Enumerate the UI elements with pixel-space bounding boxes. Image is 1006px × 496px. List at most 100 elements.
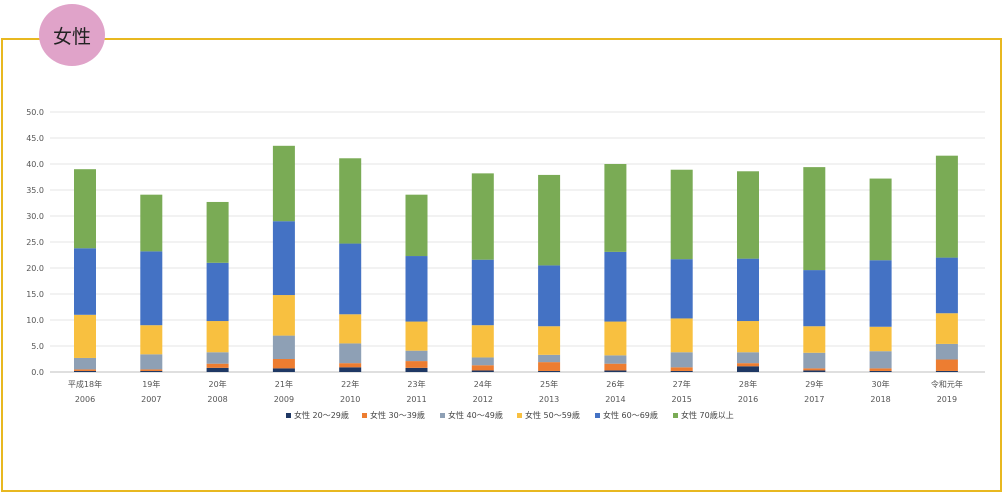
y-tick-label: 45.0	[26, 134, 44, 143]
bar-segment	[339, 158, 362, 244]
bar-segment	[538, 362, 561, 371]
bar-segment	[869, 178, 892, 261]
bar-segment	[471, 173, 494, 260]
y-tick-label: 30.0	[26, 212, 44, 221]
bar-segment	[538, 265, 561, 327]
bar-segment	[869, 368, 892, 371]
bar-segment	[74, 169, 96, 249]
bar-segment	[538, 370, 561, 372]
bar-segment	[803, 368, 826, 371]
x-tick-label: 30年	[872, 379, 890, 389]
bar-segment	[803, 270, 826, 327]
bar-segment	[670, 318, 693, 353]
bar-segment	[869, 351, 892, 369]
bar-segment	[140, 370, 163, 372]
x-tick-label: 29年	[805, 379, 823, 389]
bar-segment	[935, 359, 958, 371]
y-tick-label: 40.0	[26, 160, 44, 169]
bar-segment	[206, 321, 229, 353]
legend-swatch	[673, 413, 678, 418]
x-tick-label: 28年	[739, 379, 757, 389]
gender-badge: 女性	[39, 4, 105, 66]
bar-segment	[737, 171, 759, 259]
legend-label: 女性 20～29歳	[294, 410, 349, 420]
bar-segment	[803, 167, 826, 271]
y-tick-label: 50.0	[26, 108, 44, 117]
x-tick-label: 平成18年	[68, 379, 102, 389]
bar-segment	[670, 259, 693, 319]
x-tick-label: 令和元年	[931, 379, 963, 389]
badge-label: 女性	[52, 25, 91, 48]
legend-label: 女性 50～59歳	[525, 410, 580, 420]
bar-segment	[737, 363, 759, 367]
bar-segment	[538, 174, 561, 266]
y-tick-label: 25.0	[26, 238, 44, 247]
legend-label: 女性 60～69歳	[603, 410, 658, 420]
bar-segment	[803, 352, 826, 369]
bar-segment	[935, 370, 958, 372]
bar-segment	[339, 343, 362, 364]
bar-segment	[670, 169, 693, 260]
bar-segment	[140, 369, 163, 371]
x-tick-year: 2007	[141, 395, 161, 404]
bar-segment	[339, 363, 362, 368]
bar-segment	[339, 314, 362, 344]
y-tick-label: 5.0	[31, 342, 44, 351]
bar-segment	[272, 221, 295, 296]
bar-segment	[206, 367, 229, 372]
bar-segment	[272, 368, 295, 372]
bar-segment	[272, 359, 295, 369]
x-tick-label: 20年	[209, 379, 227, 389]
bar-segment	[206, 262, 229, 322]
bar-segment	[471, 259, 494, 326]
bar-segment	[206, 201, 229, 263]
bar-segment	[74, 314, 96, 358]
bar-segment	[737, 321, 759, 353]
legend-label: 女性 70歳以上	[681, 410, 734, 420]
bar-segment	[272, 335, 295, 359]
bar-segment	[604, 370, 627, 372]
bar-segment	[405, 367, 428, 372]
bar-segment	[869, 370, 892, 372]
legend-label: 女性 40～49歳	[448, 410, 503, 420]
x-tick-label: 26年	[606, 379, 624, 389]
bar-segment	[604, 251, 627, 322]
x-tick-year: 2017	[804, 395, 824, 404]
bar-segment	[74, 370, 96, 372]
x-tick-label: 25年	[540, 379, 558, 389]
x-tick-year: 2009	[274, 395, 294, 404]
bar-segment	[935, 257, 958, 314]
y-tick-label: 15.0	[26, 290, 44, 299]
x-tick-year: 2019	[937, 395, 957, 404]
legend-swatch	[286, 413, 291, 418]
x-tick-label: 23年	[407, 379, 425, 389]
bar-segment	[737, 258, 759, 322]
bar-segment	[803, 326, 826, 353]
bar-segment	[604, 321, 627, 356]
bar-segment	[670, 370, 693, 372]
bar-segment	[140, 194, 163, 252]
legend-swatch	[517, 413, 522, 418]
bar-segment	[74, 248, 96, 315]
bar-segment	[670, 352, 693, 368]
bar-segment	[737, 352, 759, 364]
bar-segment	[405, 194, 428, 257]
bar-segment	[869, 260, 892, 327]
x-tick-year: 2006	[75, 395, 95, 404]
bar-segment	[935, 313, 958, 344]
bar-segment	[471, 365, 494, 371]
bar-segment	[604, 355, 627, 364]
bar-segment	[670, 367, 693, 371]
x-tick-year: 2011	[406, 395, 426, 404]
bar-segment	[206, 363, 229, 368]
x-tick-year: 2015	[672, 395, 692, 404]
bar-segment	[538, 326, 561, 355]
bar-segment	[405, 256, 428, 322]
x-tick-label: 27年	[673, 379, 691, 389]
x-tick-year: 2008	[207, 395, 227, 404]
legend-swatch	[362, 413, 367, 418]
legend-swatch	[440, 413, 445, 418]
bar-segment	[339, 367, 362, 372]
bar-segment	[803, 370, 826, 372]
bar-segment	[737, 366, 759, 372]
